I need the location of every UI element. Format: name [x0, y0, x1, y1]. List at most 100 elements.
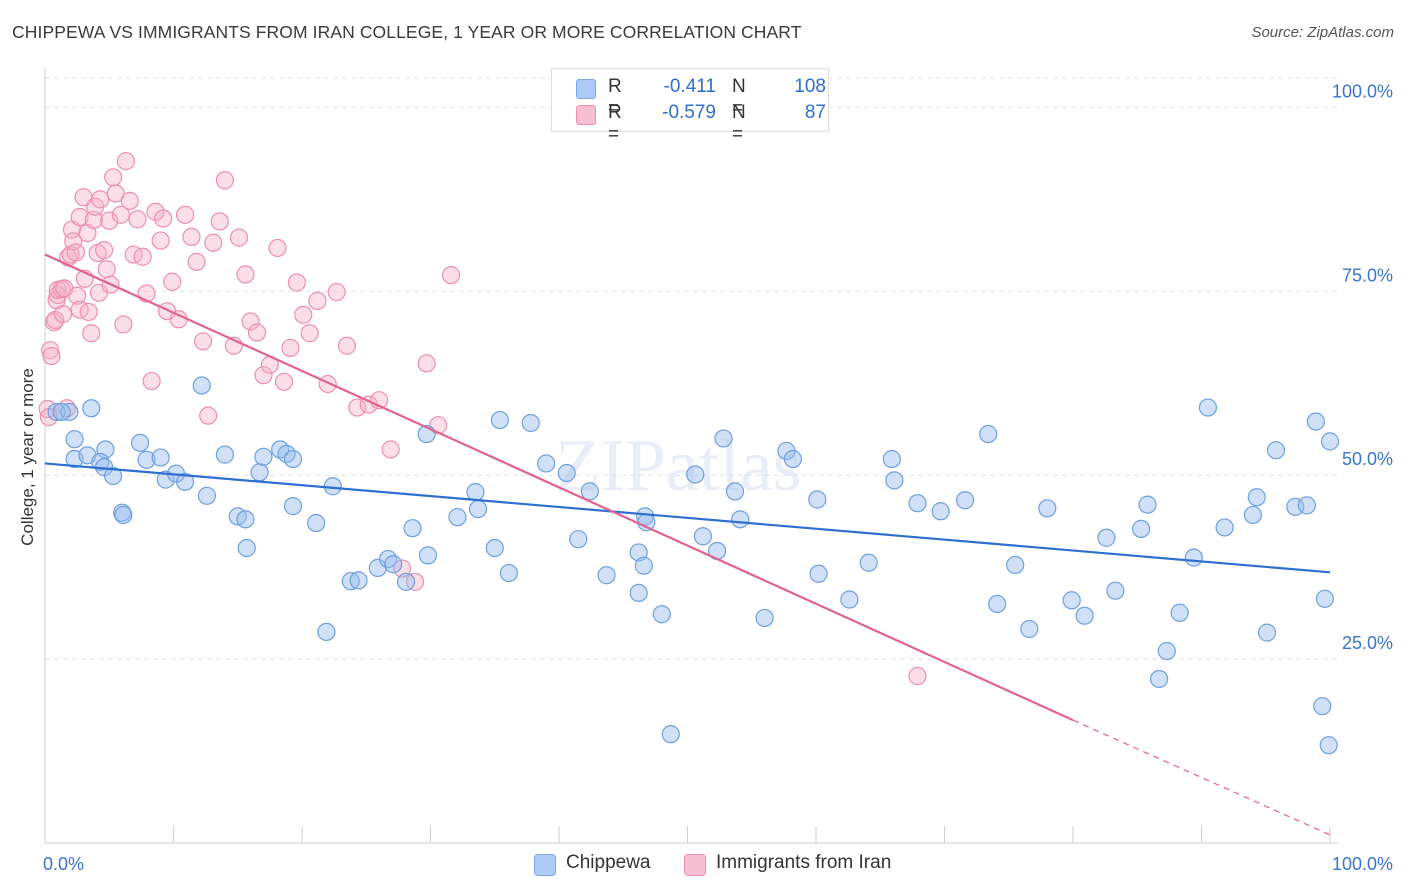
chippewa-point — [60, 402, 79, 422]
series-iran-points — [38, 152, 927, 686]
legend-r-value: -0.579 — [662, 102, 716, 123]
iran-point — [381, 440, 400, 459]
chippewa-point — [250, 463, 269, 482]
y-axis-title: College, 1 year or more — [18, 368, 37, 546]
chippewa-point — [1297, 496, 1316, 515]
chippewa-point — [1306, 412, 1325, 431]
chippewa-point — [307, 513, 326, 533]
axes — [44, 68, 1338, 844]
chippewa-point — [783, 449, 802, 469]
chippewa-point — [448, 508, 467, 527]
iran-point — [84, 210, 103, 230]
iran-point — [247, 323, 267, 342]
iran-point — [236, 265, 255, 284]
chippewa-point — [634, 556, 653, 575]
iran-point — [294, 305, 313, 324]
iran-point — [241, 312, 260, 331]
iran-point — [116, 152, 136, 171]
chippewa-point — [1062, 591, 1081, 610]
chippewa-point — [840, 590, 859, 609]
chippewa-point — [1138, 495, 1157, 514]
legend-n-value: 87 — [804, 102, 826, 123]
chippewa-point — [1157, 641, 1176, 661]
chippewa-point — [1320, 432, 1340, 451]
iran-point — [120, 191, 139, 210]
watermark: ZIPatlas — [555, 425, 802, 507]
chippewa-point — [693, 527, 713, 546]
chippewa-point — [104, 466, 123, 486]
chippewa-point — [156, 470, 175, 489]
chippewa-point — [151, 448, 170, 467]
chippewa-point — [283, 497, 303, 516]
chippewa-point — [349, 571, 368, 590]
iran-point — [281, 338, 300, 358]
chippewa-point — [652, 605, 671, 624]
iran-point — [182, 227, 201, 246]
chippewa-point — [317, 622, 336, 641]
watermark-text: ZIPatlas — [555, 425, 802, 507]
chippewa-point — [237, 538, 256, 558]
chippewa-trend-line — [44, 462, 1331, 574]
chippewa-point — [1286, 497, 1305, 516]
bottom-legend-label: Chippewa — [566, 852, 651, 873]
chippewa-point — [569, 530, 588, 549]
chippewa-point — [485, 538, 504, 558]
chippewa-point — [341, 572, 360, 591]
iran-point — [100, 211, 119, 230]
chippewa-point — [1243, 505, 1263, 525]
iran-point — [215, 171, 234, 190]
iran-point — [64, 232, 83, 251]
chippewa-point — [396, 572, 416, 591]
legend-n-value: 108 — [794, 76, 826, 97]
chippewa-point — [1006, 555, 1025, 575]
iran-swatch-icon — [576, 105, 596, 125]
iran-point — [308, 291, 327, 310]
iran-trend-extension — [1072, 719, 1331, 836]
chippewa-point — [979, 424, 998, 444]
y-tick-label: 50.0% — [1342, 449, 1393, 469]
chippewa-point — [988, 594, 1007, 614]
chippewa-point — [931, 502, 950, 521]
chippewa-point — [580, 482, 599, 501]
bottom-legend-label: Immigrants from Iran — [716, 852, 892, 873]
chippewa-point — [384, 555, 403, 574]
chippewa-point — [1097, 528, 1116, 547]
iran-point — [229, 228, 249, 247]
iran-point — [70, 207, 89, 227]
iran-point — [199, 406, 218, 425]
chippewa-point — [1247, 488, 1266, 507]
chippewa-point — [283, 449, 303, 469]
chippewa-point — [65, 430, 84, 449]
iran-point — [114, 315, 133, 334]
chippewa-point — [882, 449, 901, 469]
chippewa-point — [175, 472, 195, 491]
chippewa-point — [885, 471, 904, 490]
chippewa-point — [192, 376, 211, 395]
iran-point — [42, 346, 61, 366]
iran-point — [441, 266, 461, 285]
chippewa-point — [809, 564, 828, 583]
chippewa-point — [236, 510, 255, 529]
chippewa-point — [1184, 548, 1203, 567]
chippewa-point — [466, 483, 485, 502]
iran-point — [104, 168, 123, 187]
chippewa-point — [1149, 669, 1169, 689]
x-tick-label: 100.0% — [1332, 854, 1393, 874]
chippewa-point — [418, 546, 438, 565]
iran-point — [142, 371, 161, 391]
legend-r-value: -0.411 — [663, 76, 716, 97]
iran-point — [318, 374, 337, 394]
chippewa-point — [755, 608, 774, 628]
iran-point — [274, 372, 294, 391]
chippewa-point — [714, 429, 733, 448]
chippewa-point — [1198, 398, 1218, 417]
chippewa-point — [1075, 606, 1094, 625]
chippewa-point — [1132, 519, 1151, 539]
chippewa-point — [521, 413, 540, 433]
chippewa-point — [731, 510, 750, 529]
iran-point — [128, 210, 147, 229]
chippewa-legend-icon — [534, 854, 556, 876]
correlation-legend: R = -0.411 N = 108 R = -0.579 N = 87 — [551, 68, 829, 145]
y-tick-label: 100.0% — [1332, 81, 1393, 101]
chippewa-point — [1170, 603, 1189, 622]
